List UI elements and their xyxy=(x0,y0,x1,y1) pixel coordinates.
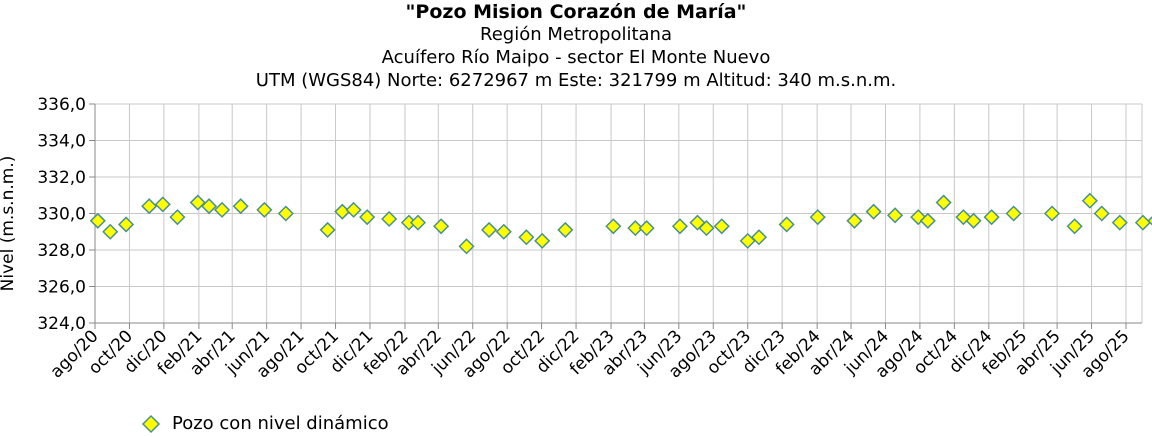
y-tick-label: 328,0 xyxy=(37,241,86,261)
data-point-marker xyxy=(141,198,158,215)
data-point-marker xyxy=(1081,192,1098,209)
data-point-marker xyxy=(1043,205,1061,222)
legend-diamond-marker xyxy=(141,414,161,434)
data-point-marker xyxy=(345,201,362,218)
data-point-marker xyxy=(778,216,795,233)
y-tick-label: 334,0 xyxy=(37,132,86,152)
data-point-marker xyxy=(481,221,498,238)
scatter-chart: 324,0326,0328,0330,0332,0334,0336,0ago/2… xyxy=(0,95,1152,382)
data-point-marker xyxy=(319,221,336,238)
data-point-marker xyxy=(750,229,768,246)
data-point-marker xyxy=(1147,216,1152,226)
data-point-marker xyxy=(965,212,982,229)
chart-subtitle-coordinates: UTM (WGS84) Norte: 6272967 m Este: 32179… xyxy=(255,70,897,91)
data-point-marker xyxy=(983,209,1000,226)
data-point-marker xyxy=(154,196,171,213)
data-point-marker xyxy=(1093,205,1110,222)
chart-subtitle-region: Región Metropolitana xyxy=(480,24,672,45)
y-tick-label: 332,0 xyxy=(37,168,86,188)
y-tick-label: 330,0 xyxy=(37,205,86,225)
data-point-marker xyxy=(638,220,655,237)
data-point-marker xyxy=(846,212,863,229)
data-point-marker xyxy=(381,210,398,228)
data-point-marker xyxy=(698,220,715,237)
data-point-marker xyxy=(458,238,475,255)
chart-title: "Pozo Mision Corazón de María" xyxy=(405,1,747,23)
data-point-marker xyxy=(117,216,135,233)
data-point-marker xyxy=(713,218,730,235)
data-point-marker xyxy=(518,229,535,246)
data-point-marker xyxy=(102,223,119,240)
data-point-marker xyxy=(169,209,186,226)
data-point-marker xyxy=(935,194,952,211)
data-point-marker xyxy=(232,198,249,215)
chart-legend: Pozo con nivel dinámico xyxy=(140,412,389,436)
data-point-marker xyxy=(671,218,689,235)
data-point-marker xyxy=(1111,214,1128,231)
data-point-marker xyxy=(359,209,376,226)
data-point-marker xyxy=(865,203,882,220)
data-point-marker xyxy=(1134,214,1151,231)
data-point-marker xyxy=(809,209,826,226)
data-point-marker xyxy=(495,223,512,240)
y-tick-label: 336,0 xyxy=(37,95,86,115)
data-point-marker xyxy=(1066,218,1083,235)
data-point-marker xyxy=(534,232,551,249)
chart-subtitle-aquifer: Acuífero Río Maipo - sector El Monte Nue… xyxy=(381,47,771,68)
y-axis-title: Nivel (m.s.n.m.) xyxy=(0,156,18,292)
chart-titles: "Pozo Mision Corazón de María" Región Me… xyxy=(0,0,1152,92)
data-point-marker xyxy=(433,218,450,235)
data-point-marker xyxy=(557,221,574,238)
data-point-marker xyxy=(887,207,904,224)
y-tick-label: 326,0 xyxy=(37,278,86,298)
y-tick-label: 324,0 xyxy=(37,314,86,334)
data-point-marker xyxy=(256,201,273,218)
data-point-marker xyxy=(277,205,294,222)
data-point-marker xyxy=(409,214,427,231)
legend-label: Pozo con nivel dinámico xyxy=(172,413,389,434)
data-point-marker xyxy=(605,218,622,235)
data-point-marker xyxy=(1005,205,1022,222)
data-point-marker xyxy=(200,198,218,215)
data-point-marker xyxy=(89,212,106,229)
data-point-marker xyxy=(213,201,231,218)
data-point-marker xyxy=(627,220,644,237)
data-point-marker xyxy=(919,212,936,229)
